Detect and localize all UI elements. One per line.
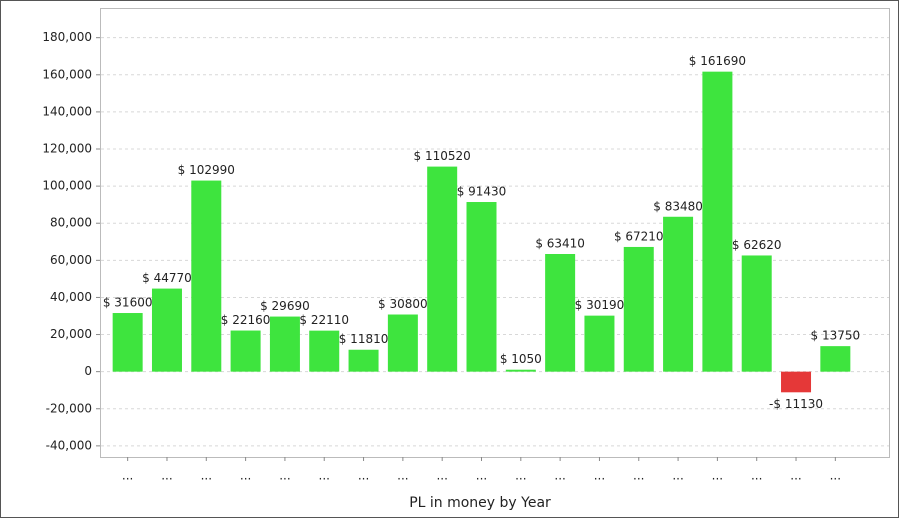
bar [112,313,143,372]
y-tick-label: 40,000 [50,290,92,304]
data-label: $ 102990 [178,163,235,177]
data-label: $ 11810 [339,332,389,346]
x-tick-label: ... [633,469,644,483]
data-label: $ 63410 [535,237,585,251]
x-axis-title: PL in money by Year [409,495,551,511]
data-label: $ 31600 [103,296,153,310]
bar [269,316,300,372]
x-tick-label: ... [201,469,212,483]
x-tick-label: ... [319,469,330,483]
x-tick-label: ... [240,469,251,483]
y-tick-label: 100,000 [42,179,92,193]
data-label: $ 30800 [378,297,428,311]
x-tick-label: ... [790,469,801,483]
x-tick-label: ... [672,469,683,483]
y-tick-label: -20,000 [46,401,92,415]
bar [151,288,182,372]
data-label: $ 30190 [575,298,625,312]
x-tick-label: ... [122,469,133,483]
y-tick-label: -40,000 [46,438,92,452]
bar [781,371,812,393]
x-tick-label: ... [594,469,605,483]
data-label: $ 29690 [260,299,310,313]
x-tick-label: ... [279,469,290,483]
x-tick-label: ... [554,469,565,483]
y-tick-label: 140,000 [42,104,92,118]
bar [702,71,733,372]
bar [663,216,694,372]
data-label: $ 67210 [614,229,664,243]
data-label: -$ 11130 [769,397,823,411]
y-tick-label: 80,000 [50,216,92,230]
data-label: $ 22110 [299,313,349,327]
x-tick-label: ... [161,469,172,483]
x-tick-label: ... [515,469,526,483]
x-tick-label: ... [397,469,408,483]
y-tick-label: 60,000 [50,253,92,267]
bar [584,315,615,372]
x-tick-label: ... [830,469,841,483]
y-tick-label: 0 [84,364,92,378]
bar [466,202,497,372]
bar [741,255,772,372]
x-tick-label: ... [751,469,762,483]
x-tick-label: ... [476,469,487,483]
x-tick-label: ... [712,469,723,483]
data-label: $ 22160 [221,313,271,327]
data-label: $ 161690 [689,54,746,68]
y-tick-label: 120,000 [42,142,92,156]
y-tick-label: 20,000 [50,327,92,341]
data-label: $ 44770 [142,271,192,285]
bar [348,349,379,372]
bar [230,330,261,372]
data-label: $ 1050 [500,352,542,366]
bar [309,330,340,372]
bar [387,314,418,372]
x-tick-label: ... [436,469,447,483]
data-label: $ 110520 [414,149,471,163]
bar [623,246,654,372]
data-label: $ 83480 [653,199,703,213]
y-tick-label: 180,000 [42,30,92,44]
bar [505,369,536,372]
bar [427,166,458,372]
bar [545,254,576,372]
data-label: $ 62620 [732,238,782,252]
x-tick-label: ... [358,469,369,483]
data-label: $ 91430 [457,185,507,199]
y-tick-label: 160,000 [42,67,92,81]
bar [820,346,851,372]
data-label: $ 13750 [811,329,861,343]
bar [191,180,222,372]
